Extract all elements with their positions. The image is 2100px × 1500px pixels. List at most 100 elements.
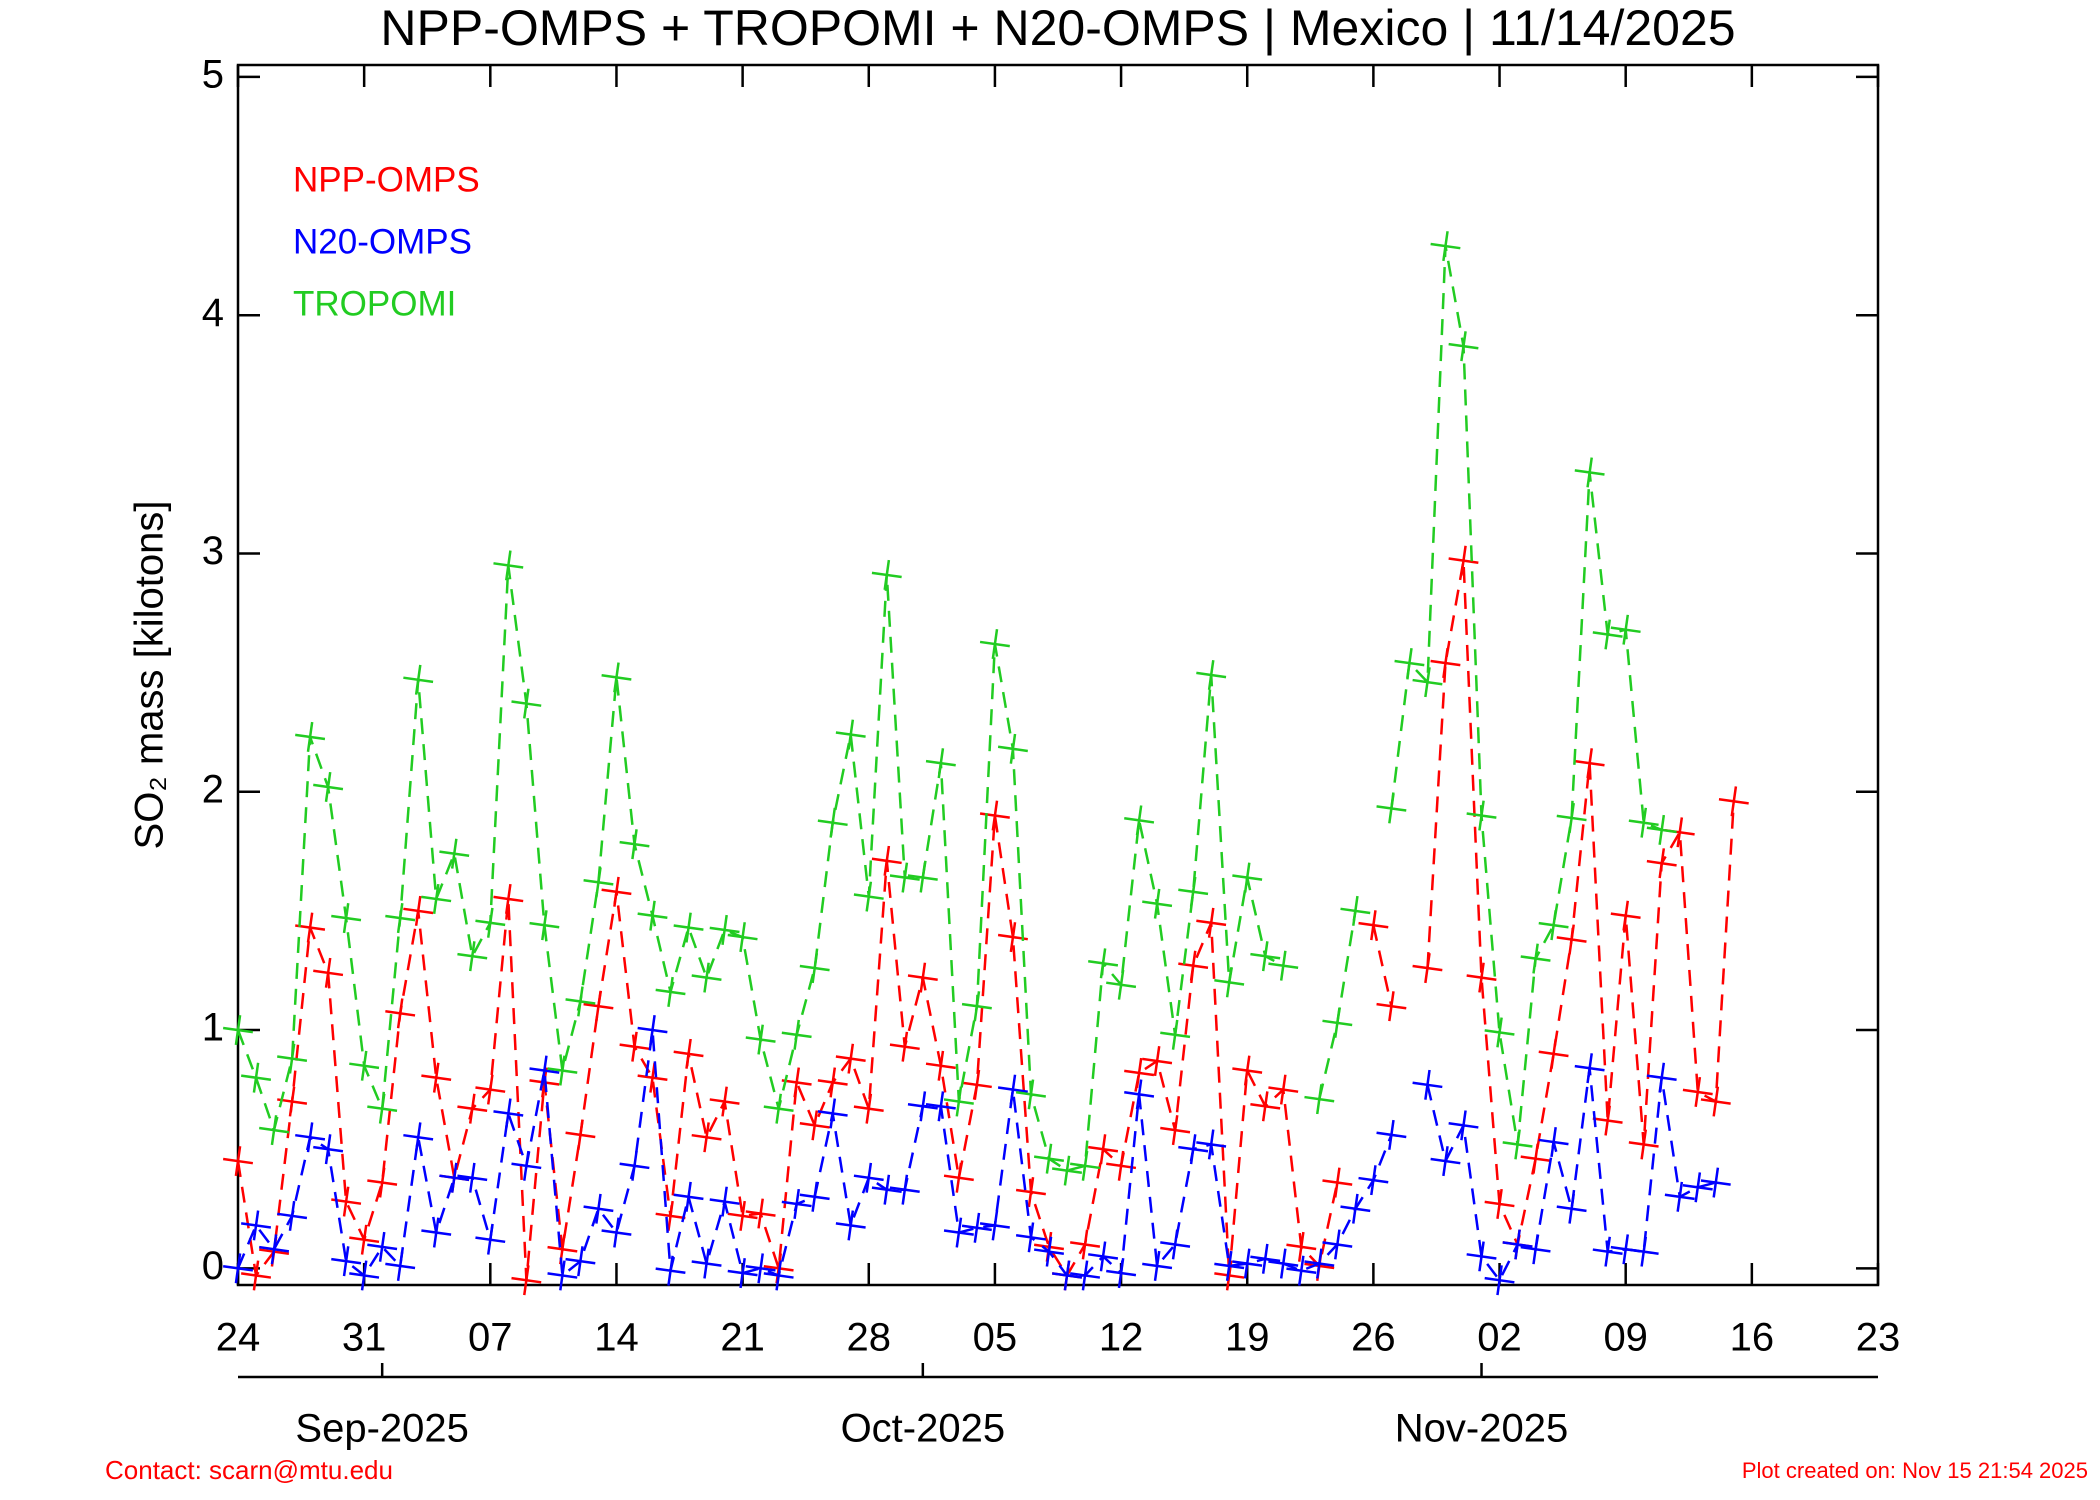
data-point <box>1646 1062 1677 1093</box>
data-point <box>1682 1076 1713 1108</box>
data-point <box>1196 907 1227 938</box>
data-point <box>781 1067 812 1098</box>
data-point <box>691 962 722 993</box>
data-point <box>889 862 920 893</box>
data-point <box>1304 1248 1335 1279</box>
data-point <box>1484 1265 1515 1296</box>
data-point <box>799 1181 830 1212</box>
data-point <box>943 1162 974 1193</box>
data-point <box>655 976 686 1007</box>
data-point <box>817 807 848 838</box>
month-label: Nov-2025 <box>1395 1407 1568 1451</box>
data-point <box>240 1260 272 1291</box>
data-point <box>943 1086 974 1117</box>
data-point <box>1142 888 1173 919</box>
data-point <box>475 1074 506 1105</box>
data-point <box>1178 950 1209 981</box>
data-point <box>907 862 938 893</box>
data-point <box>511 1265 542 1296</box>
data-point <box>1466 800 1497 831</box>
data-point <box>673 1181 704 1212</box>
data-point <box>240 1210 272 1241</box>
data-point <box>601 1217 632 1248</box>
data-point <box>1430 231 1461 262</box>
data-point <box>979 1210 1010 1241</box>
data-point <box>259 1234 290 1265</box>
data-point <box>781 1019 812 1050</box>
data-point <box>565 1246 596 1277</box>
data-point <box>1178 1134 1209 1165</box>
data-point <box>889 1174 920 1205</box>
data-point <box>1394 648 1425 679</box>
data-point <box>259 1115 290 1146</box>
data-point <box>763 1260 794 1291</box>
data-point <box>907 1091 938 1122</box>
data-point <box>619 829 650 860</box>
data-point <box>1088 948 1119 979</box>
legend-label: NPP-OMPS <box>293 160 480 199</box>
data-point <box>1070 1150 1101 1181</box>
x-tick-label: 24 <box>216 1316 261 1360</box>
data-point <box>1124 1057 1155 1088</box>
data-point <box>1015 1079 1046 1110</box>
data-point <box>222 1146 254 1177</box>
data-point <box>1340 1193 1371 1224</box>
data-point <box>835 1043 866 1074</box>
data-point <box>1015 1177 1046 1208</box>
data-point <box>493 883 524 915</box>
data-point <box>1033 1143 1065 1174</box>
data-point <box>889 1031 920 1062</box>
data-point <box>997 733 1028 764</box>
data-point <box>637 900 668 931</box>
data-point <box>1340 895 1371 926</box>
data-point <box>1214 1250 1245 1281</box>
data-point <box>835 719 866 750</box>
data-point <box>1664 1181 1695 1212</box>
data-point <box>493 550 524 581</box>
data-point <box>1574 1053 1605 1084</box>
data-point <box>943 1217 974 1248</box>
data-point <box>1520 943 1551 974</box>
data-point <box>727 1258 758 1289</box>
data-point <box>385 903 416 934</box>
data-point <box>673 912 704 943</box>
data-point <box>925 1050 956 1081</box>
data-point <box>709 914 740 945</box>
month-label: Oct-2025 <box>841 1407 1006 1451</box>
legend-label: N20-OMPS <box>293 222 472 261</box>
data-point <box>583 1193 614 1224</box>
footer-created: Plot created on: Nov 15 21:54 2025 <box>1742 1458 2088 1483</box>
series-line <box>1426 560 1736 1249</box>
data-point <box>457 941 488 972</box>
data-point <box>1106 969 1137 1000</box>
data-point <box>1718 786 1749 817</box>
data-point <box>961 1069 992 1100</box>
x-tick-label: 02 <box>1477 1316 1522 1360</box>
x-tick-label: 28 <box>847 1316 892 1360</box>
data-point <box>511 1150 542 1181</box>
data-point <box>583 991 614 1022</box>
data-point <box>367 1231 398 1262</box>
data-point <box>1628 1236 1659 1267</box>
data-point <box>1700 1086 1731 1117</box>
data-point <box>691 1122 722 1153</box>
y-tick-label: 1 <box>202 1006 224 1050</box>
data-point <box>1448 331 1479 362</box>
data-point <box>331 1246 362 1277</box>
data-point <box>1196 1129 1227 1160</box>
data-point <box>961 1212 992 1243</box>
data-point <box>1322 1007 1353 1038</box>
data-point <box>1070 1260 1101 1291</box>
data-point <box>1484 1188 1515 1220</box>
data-point <box>1160 1115 1191 1146</box>
data-point <box>1358 910 1389 941</box>
data-point <box>313 957 344 988</box>
data-point <box>1268 950 1299 981</box>
data-point <box>421 883 452 915</box>
y-tick-label: 4 <box>202 291 224 335</box>
data-point <box>979 800 1010 831</box>
data-point <box>1376 991 1407 1022</box>
x-tick-label: 19 <box>1225 1316 1270 1360</box>
footer-contact: Contact: scarn@mtu.edu <box>105 1455 393 1485</box>
data-point <box>1538 910 1569 941</box>
